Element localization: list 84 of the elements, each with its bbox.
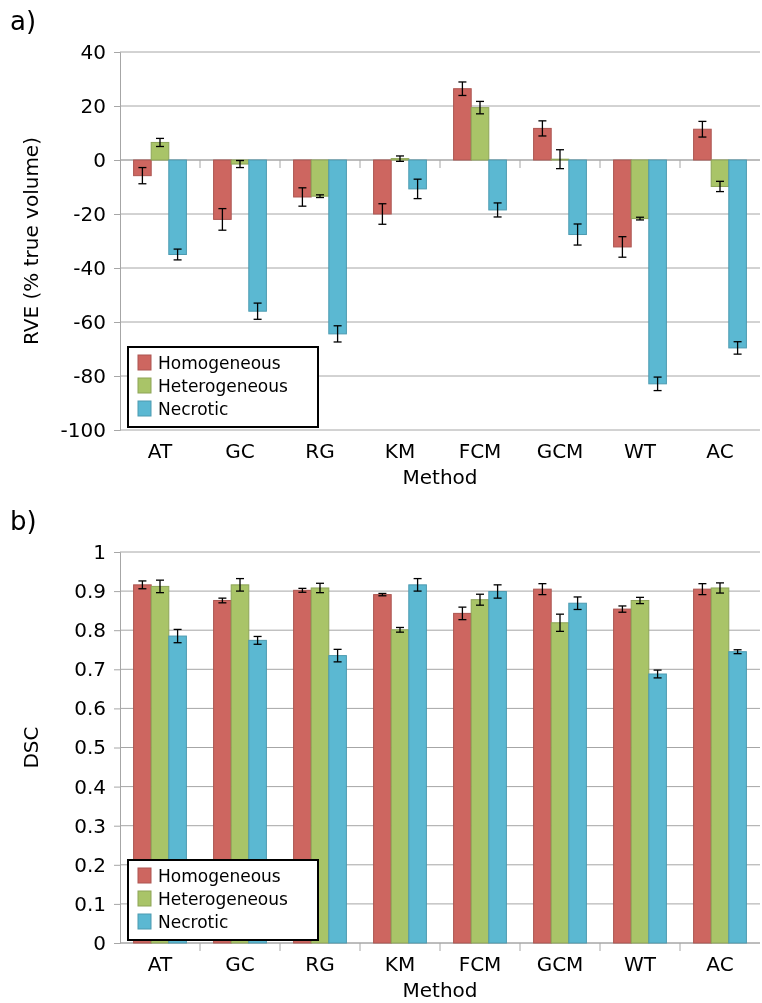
bar [693,588,712,944]
y-tick-label: 0.6 [74,696,106,721]
y-tick-label: 0.2 [74,852,106,877]
bar [470,107,490,161]
y-tick-label: 0 [93,147,106,172]
x-tick-label: AT [147,952,173,977]
bar [693,128,712,161]
bar [568,602,587,944]
x-tick-label: KM [384,439,416,464]
x-tick-label: GC [225,952,255,977]
bar [630,599,650,944]
bar [533,588,552,944]
bar [408,584,427,944]
y-tick-label: 1 [93,539,106,564]
x-tick-label: AT [147,439,173,464]
bar [373,159,392,215]
y-tick-label: -80 [73,363,106,388]
bar [168,159,187,255]
bar [648,159,667,385]
chart-title: a) [10,6,37,36]
x-tick-label: RG [305,439,335,464]
y-tick-label: 0 [93,930,106,955]
x-tick-label: RG [305,952,335,977]
x-tick-label: KM [384,952,416,977]
legend-label: Homogeneous [158,353,281,373]
legend-label: Heterogeneous [158,889,289,909]
x-tick-label: AC [706,952,734,977]
bar [390,629,410,944]
x-tick-label: GCM [536,439,584,464]
bar [310,159,330,197]
bar [648,673,667,944]
x-axis-title: Method [402,465,478,489]
bar [710,159,730,187]
y-axis-title: DSC [19,726,43,769]
x-tick-label: WT [624,952,657,977]
chart-title: b) [10,506,37,536]
bar [150,141,170,161]
y-tick-label: 0.4 [74,774,106,799]
bar [293,159,312,198]
bar [328,655,347,944]
bar [488,590,507,944]
x-tick-label: FCM [458,952,502,977]
legend-label: Necrotic [158,399,229,419]
x-tick-label: AC [706,439,734,464]
legend-label: Homogeneous [158,866,281,886]
y-tick-label: 0.5 [74,735,106,760]
bar [728,651,747,944]
x-tick-label: WT [624,439,657,464]
x-tick-label: GCM [536,952,584,977]
y-tick-label: -40 [73,255,106,280]
x-tick-label: FCM [458,439,502,464]
bar [453,88,472,161]
bar [470,599,490,944]
y-tick-label: 0.9 [74,579,106,603]
y-tick-label: 20 [80,93,106,118]
legend-label: Necrotic [158,912,229,932]
bar [133,159,152,177]
bar [328,159,347,335]
x-tick-label: GC [225,439,255,464]
legend-label: Heterogeneous [158,376,289,396]
bar [728,159,747,349]
x-axis-title: Method [402,978,478,1002]
y-axis-title: RVE (% true volume) [19,137,43,345]
y-tick-label: 40 [80,39,106,64]
bar [408,159,427,190]
bar [630,159,650,220]
bar [533,127,552,161]
bar [248,159,267,312]
bar [453,612,472,944]
bar [568,159,587,236]
y-tick-label: 0.1 [74,891,106,916]
bar [488,159,507,211]
y-tick-label: 0.3 [74,813,106,838]
bar [710,587,730,944]
y-tick-label: 0.7 [74,657,106,682]
bar [373,594,392,944]
bar [613,608,632,944]
bar [613,159,632,248]
y-tick-label: -20 [73,201,106,226]
y-tick-label: 0.8 [74,618,106,643]
bar [213,159,232,220]
y-tick-label: -100 [60,417,106,442]
y-tick-label: -60 [73,309,106,334]
bar [550,622,570,944]
